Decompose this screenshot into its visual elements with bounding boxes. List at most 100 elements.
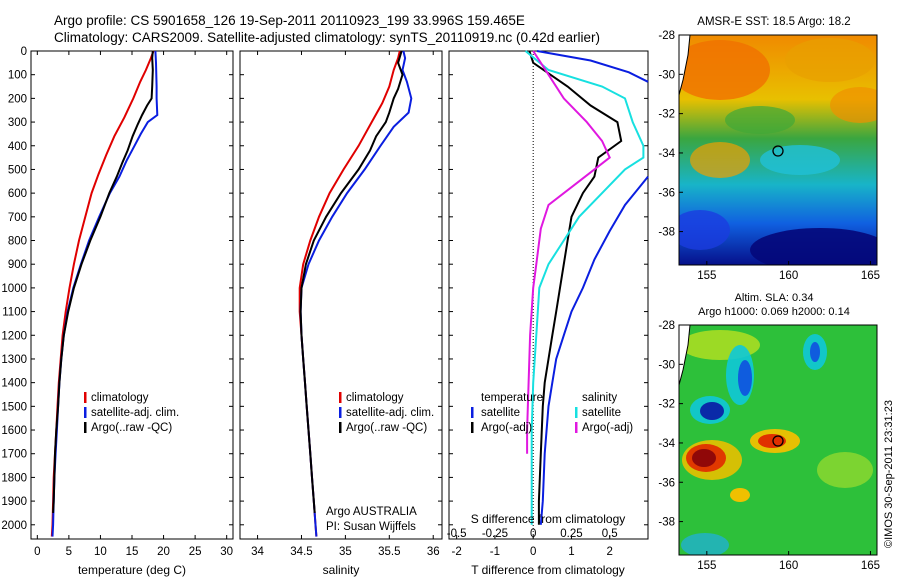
s-tick-label: 0.5 — [602, 528, 618, 540]
map-lat-label: -36 — [658, 477, 675, 489]
legend-label-t-argo: Argo(-adj) — [481, 422, 532, 434]
sla-map-subtitle: Argo h1000: 0.069 h2000: 0.14 — [698, 306, 850, 318]
sst-cool-patch — [725, 106, 795, 134]
depth-tick-label: 100 — [8, 70, 27, 82]
depth-tick-label: 800 — [8, 236, 27, 248]
sla-map-frame — [678, 324, 878, 556]
sla-positive-core — [692, 449, 716, 467]
map-lat-label: -28 — [658, 320, 675, 332]
s-tick-label: -0.25 — [482, 528, 508, 540]
legend-swatch-t-satellite — [471, 407, 474, 418]
map-lon-label: 165 — [861, 560, 880, 572]
t-tick-label: -1 — [490, 546, 500, 558]
map-lat-label: -38 — [658, 517, 675, 529]
x-tick-label: 30 — [220, 546, 233, 558]
depth-tick-label: 1400 — [1, 378, 27, 390]
sla-map-title: Altim. SLA: 0.34 — [735, 292, 814, 304]
legend-swatch-argo — [339, 422, 342, 433]
temperature-chart: 0 5 10 15 20 25 30 — [34, 50, 233, 558]
sst-map-frame — [678, 34, 878, 266]
pi-label: PI: Susan Wijffels — [326, 521, 416, 533]
temperature-panel-frame — [30, 50, 234, 540]
sla-map — [679, 325, 877, 555]
header-line-2: Climatology: CARS2009. Satellite-adjuste… — [54, 30, 600, 45]
legend-label-argo: Argo(..raw -QC) — [346, 422, 427, 434]
depth-tick-label: 1900 — [1, 496, 27, 508]
t-tick-label: -2 — [452, 546, 462, 558]
legend-label-s-satellite: satellite — [582, 407, 621, 419]
salinity-chart: 34 34.5 35 35.5 36 — [251, 50, 440, 558]
series-line-satellite — [299, 50, 413, 537]
sla-negative-core — [738, 360, 752, 396]
x-tick-label: 34.5 — [290, 546, 312, 558]
sst-map-title: AMSR-E SST: 18.5 Argo: 18.2 — [697, 16, 850, 28]
depth-tick-label: 1100 — [2, 307, 27, 319]
depth-tick-label: 600 — [8, 188, 27, 200]
depth-axis: 0 100 200 300 400 500 600 700 800 900 1000 1100 1200… — [1, 46, 648, 532]
temperature-legend: climatology satellite-adj. clim. Argo(..… — [84, 392, 179, 434]
x-tick-label: 25 — [189, 546, 202, 558]
depth-tick-label: 1200 — [1, 330, 27, 342]
x-tick-label: 0 — [34, 546, 40, 558]
depth-tick-label: 300 — [8, 117, 27, 129]
legend-swatch-climatology — [84, 392, 87, 403]
legend-swatch-t-argo — [471, 422, 474, 433]
depth-tick-label: 1000 — [1, 283, 27, 295]
sst-map-axes: 155 160 165 -28 -30 -32 -34 -36 -38 — [658, 30, 880, 282]
x-tick-label: 15 — [126, 546, 139, 558]
legend-label-t-satellite: satellite — [481, 407, 520, 419]
imos-timestamp: ©IMOS 30-Sep-2011 23:31:23 — [883, 400, 895, 548]
sla-negative-patch — [681, 533, 729, 555]
map-lon-label: 165 — [861, 270, 880, 282]
argo-float-marker — [772, 435, 784, 447]
depth-tick-label: 1600 — [1, 425, 27, 437]
legend-header-salinity: salinity — [582, 392, 617, 404]
sla-negative-core — [700, 402, 724, 420]
sst-map — [679, 35, 877, 265]
s-tick-label: 0.25 — [560, 528, 582, 540]
salinity-panel-frame — [239, 50, 443, 540]
sst-cold-patch — [679, 210, 730, 250]
sst-warm-patch — [690, 142, 750, 178]
legend-swatch-climatology — [339, 392, 342, 403]
x-tick-label: 34 — [251, 546, 264, 558]
t-tick-label: 0 — [530, 546, 536, 558]
coastline — [679, 35, 691, 96]
depth-tick-label: 0 — [21, 46, 27, 58]
map-lat-label: -28 — [658, 30, 675, 42]
diff-series-satellite — [536, 50, 649, 83]
legend-label-argo: Argo(..raw -QC) — [91, 422, 172, 434]
legend-swatch-satellite — [339, 407, 342, 418]
t-tick-label: 2 — [607, 546, 613, 558]
depth-tick-label: 400 — [8, 141, 27, 153]
salinity-xlabel: salinity — [323, 563, 360, 577]
temperature-xlabel: temperature (deg C) — [78, 563, 186, 577]
sst-warm-patch — [679, 40, 770, 100]
sla-map-axes: 155 160 165 -28 -30 -32 -34 -36 -38 — [658, 320, 880, 572]
diff-series-s_argo — [526, 50, 611, 454]
depth-tick-label: 2000 — [1, 520, 27, 532]
map-lat-label: -30 — [658, 359, 675, 371]
diff-series-satellite — [539, 175, 649, 525]
depth-tick-label: 1300 — [1, 354, 27, 366]
x-tick-label: 35 — [339, 546, 352, 558]
legend-swatch-s-satellite — [575, 407, 578, 418]
legend-swatch-s-argo — [575, 422, 578, 433]
coastline — [679, 325, 691, 386]
sla-negative-core — [810, 342, 820, 362]
legend-label-satellite: satellite-adj. clim. — [346, 407, 434, 419]
sla-positive-patch — [730, 488, 750, 502]
map-lat-label: -32 — [658, 399, 675, 411]
sst-warm-patch — [785, 38, 875, 82]
sst-cool-patch — [760, 145, 840, 175]
legend-label-climatology: climatology — [91, 392, 149, 404]
map-lon-label: 155 — [697, 270, 716, 282]
legend-swatch-argo — [84, 422, 87, 433]
x-tick-label: 20 — [157, 546, 170, 558]
s-tick-label: -0.5 — [447, 528, 467, 540]
x-tick-label: 36 — [427, 546, 440, 558]
x-tick-label: 10 — [94, 546, 107, 558]
diff-series-s_satellite — [524, 50, 645, 525]
header-line-1: Argo profile: CS 5901658_126 19-Sep-2011… — [54, 13, 525, 28]
